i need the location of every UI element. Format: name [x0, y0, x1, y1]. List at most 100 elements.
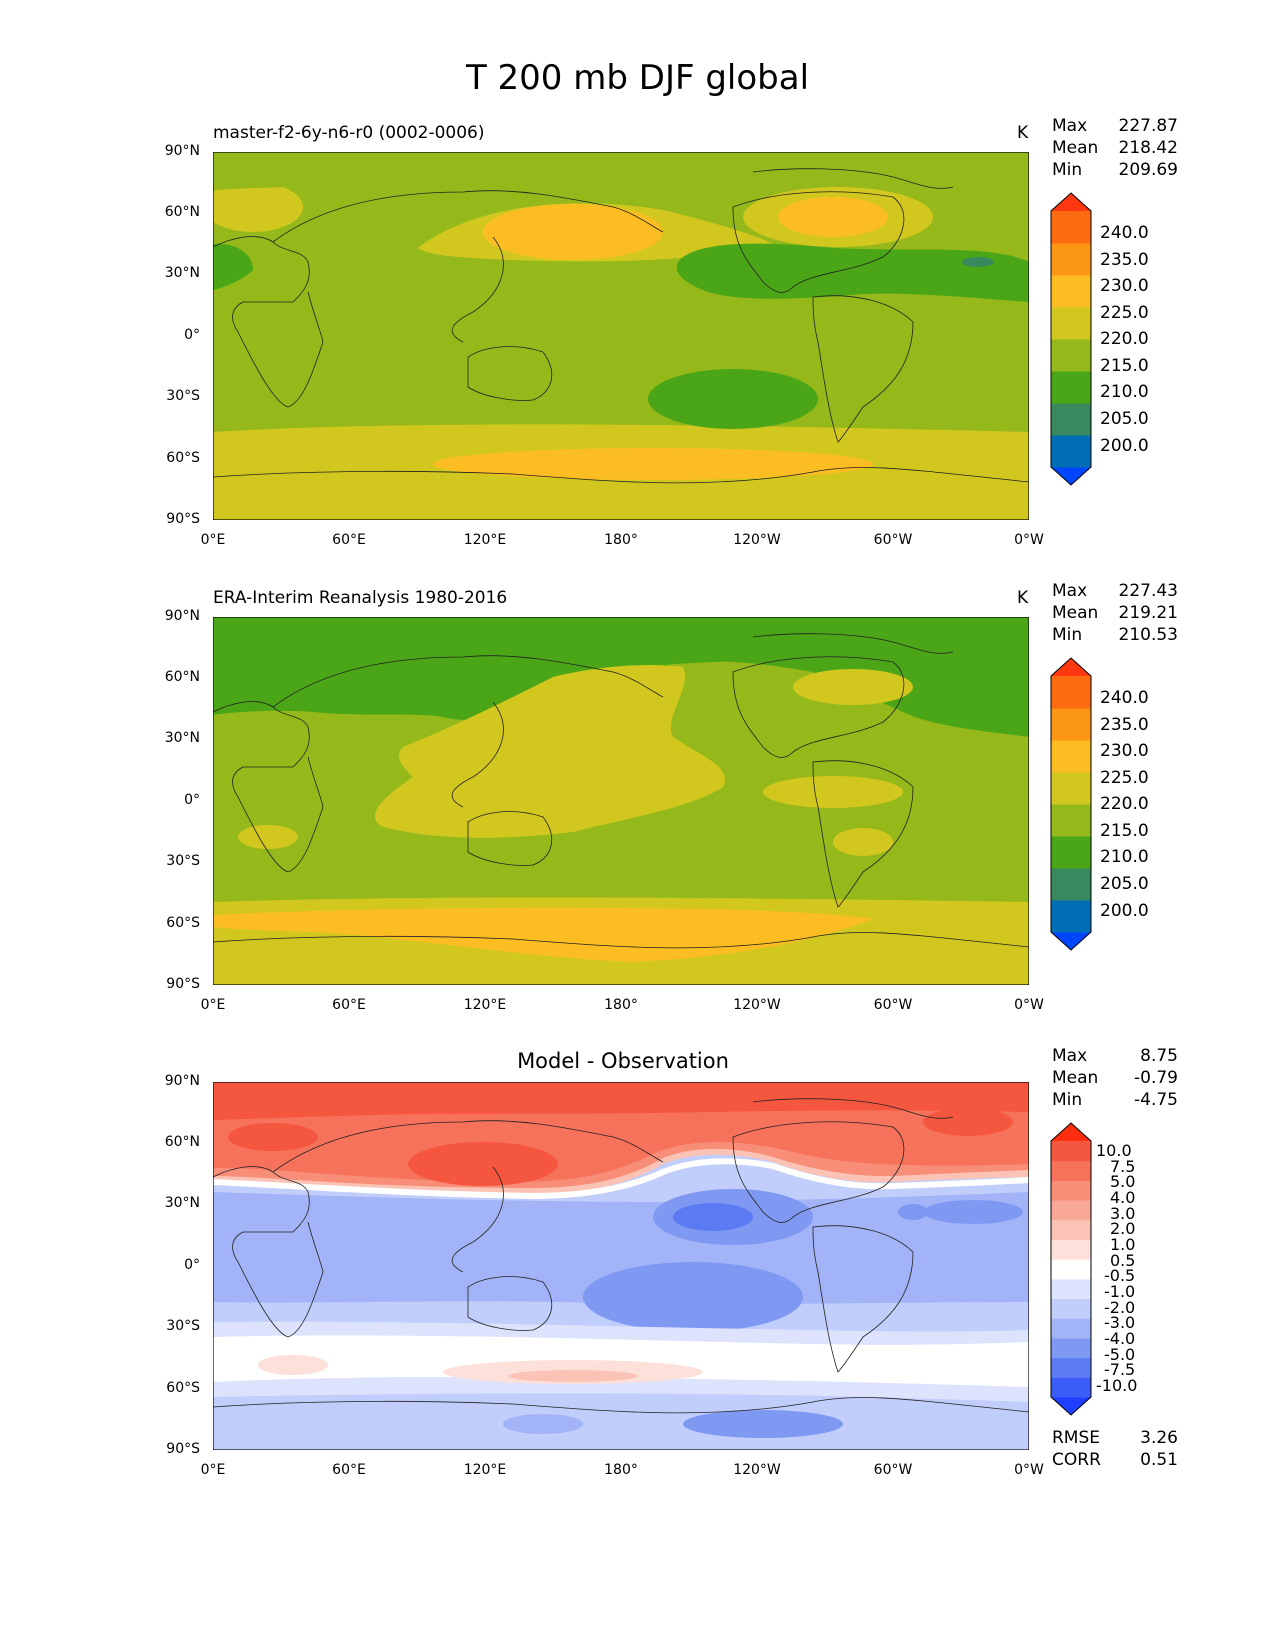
colorbar-segment — [1051, 307, 1091, 340]
colorbar-segment — [1051, 836, 1091, 869]
colorbar-label: -3.0 — [1104, 1313, 1136, 1332]
colorbar-segment — [1051, 1278, 1091, 1300]
y-tick-label: 60°N — [164, 1134, 200, 1150]
map-panel-observation — [213, 617, 1029, 985]
colorbar-label: 215.0 — [1100, 356, 1149, 376]
x-tick-label: 120°W — [733, 532, 781, 548]
stat-min-label: Min — [1052, 160, 1083, 180]
y-tick-label: 90°N — [164, 143, 200, 159]
colorbar-segment — [1051, 435, 1091, 468]
y-tick-label: 90°N — [164, 1073, 200, 1089]
colorbar-extend-high — [1051, 193, 1091, 211]
stat-mean-value: 219.21 — [1118, 603, 1178, 623]
metric-rmse-value: 3.26 — [1140, 1428, 1178, 1448]
x-tick-label: 0°W — [1014, 532, 1044, 548]
y-tick-label: 90°S — [166, 976, 200, 992]
stat-max-label: Max — [1052, 1046, 1088, 1066]
colorbar-extend-high — [1051, 658, 1091, 676]
y-tick-label: 0° — [184, 327, 200, 343]
colorbar-extend-low — [1051, 1397, 1091, 1415]
units-label: K — [1017, 588, 1029, 608]
colorbar-label: 225.0 — [1100, 768, 1149, 788]
stat-min-value: -4.75 — [1134, 1090, 1178, 1110]
colorbar-segment — [1051, 1160, 1091, 1181]
colorbar-label: 3.0 — [1110, 1204, 1136, 1223]
colorbar-label: 7.5 — [1110, 1157, 1136, 1176]
y-tick-label: 90°N — [164, 608, 200, 624]
colorbar-segment — [1051, 900, 1091, 933]
units-label: K — [1017, 123, 1029, 143]
colorbar-segment — [1051, 211, 1091, 244]
colorbar-segment — [1051, 275, 1091, 308]
colorbar-label: -4.0 — [1104, 1329, 1136, 1348]
colorbar-segment — [1051, 804, 1091, 837]
panel-title: master-f2-6y-n6-r0 (0002-0006) — [213, 123, 485, 143]
map-panel-difference — [213, 1082, 1029, 1450]
y-tick-label: 90°S — [166, 1441, 200, 1457]
colorbar-extend-high — [1051, 1123, 1091, 1141]
colorbar-label: 210.0 — [1100, 382, 1149, 402]
colorbar-label: 230.0 — [1100, 276, 1149, 296]
stat-min-label: Min — [1052, 625, 1083, 645]
colorbar-segment — [1051, 1219, 1091, 1240]
colorbar-extend-low — [1051, 932, 1091, 950]
colorbar-label: 0.5 — [1110, 1251, 1136, 1270]
colorbar-extend-low — [1051, 467, 1091, 485]
x-tick-label: 0°E — [200, 1462, 226, 1478]
stat-max-value: 8.75 — [1140, 1046, 1178, 1066]
y-tick-label: 30°N — [164, 265, 200, 281]
colorbar-outline — [1050, 1122, 1092, 1416]
colorbar-segment — [1051, 339, 1091, 372]
y-tick-label: 0° — [184, 1257, 200, 1273]
y-tick-label: 60°S — [166, 915, 200, 931]
colorbar-segment — [1051, 1141, 1091, 1162]
colorbar-label: 215.0 — [1100, 821, 1149, 841]
y-tick-label: 60°S — [166, 450, 200, 466]
metric-corr-value: 0.51 — [1140, 1450, 1178, 1470]
colorbar-label: 5.0 — [1110, 1172, 1136, 1191]
colorbar — [1050, 657, 1092, 951]
x-tick-label: 60°W — [873, 532, 913, 548]
stat-min-label: Min — [1052, 1090, 1083, 1110]
x-tick-label: 120°E — [463, 532, 507, 548]
colorbar-label: -5.0 — [1104, 1345, 1136, 1364]
colorbar-label: -0.5 — [1104, 1266, 1136, 1285]
colorbar-segment — [1051, 708, 1091, 741]
x-tick-label: 180° — [604, 1462, 638, 1478]
colorbar — [1050, 1122, 1092, 1416]
x-tick-label: 0°W — [1014, 1462, 1044, 1478]
x-tick-label: 60°E — [332, 532, 366, 548]
colorbar-label: -1.0 — [1104, 1282, 1136, 1301]
y-tick-label: 60°N — [164, 204, 200, 220]
colorbar-segment — [1051, 1259, 1091, 1280]
x-tick-label: 120°E — [463, 1462, 507, 1478]
colorbar-segment — [1051, 1337, 1091, 1359]
y-tick-label: 30°N — [164, 730, 200, 746]
y-tick-label: 30°N — [164, 1195, 200, 1211]
stat-max-label: Max — [1052, 116, 1088, 136]
colorbar-outline — [1050, 657, 1092, 951]
colorbar-label: 240.0 — [1100, 223, 1149, 243]
panel-title: Model - Observation — [517, 1049, 729, 1073]
colorbar-label: 10.0 — [1096, 1141, 1132, 1160]
colorbar-label: 240.0 — [1100, 688, 1149, 708]
stat-max-value: 227.87 — [1118, 116, 1178, 136]
colorbar-label: -7.5 — [1104, 1360, 1136, 1379]
colorbar-segment — [1051, 1318, 1091, 1339]
colorbar-label: 2.0 — [1110, 1219, 1136, 1238]
stat-max-label: Max — [1052, 581, 1088, 601]
x-tick-label: 0°E — [200, 997, 226, 1013]
map-panel-model — [213, 152, 1029, 520]
colorbar-segment — [1051, 740, 1091, 773]
colorbar-segment — [1051, 676, 1091, 709]
stat-mean-label: Mean — [1052, 603, 1099, 623]
colorbar-label: -2.0 — [1104, 1298, 1136, 1317]
colorbar-segment — [1051, 868, 1091, 901]
y-tick-label: 30°S — [166, 388, 200, 404]
x-tick-label: 60°E — [332, 1462, 366, 1478]
colorbar-segment — [1051, 1239, 1091, 1260]
x-tick-label: 180° — [604, 997, 638, 1013]
colorbar-segment — [1051, 243, 1091, 276]
colorbar-label: 225.0 — [1100, 303, 1149, 323]
colorbar-label: 200.0 — [1100, 901, 1149, 921]
